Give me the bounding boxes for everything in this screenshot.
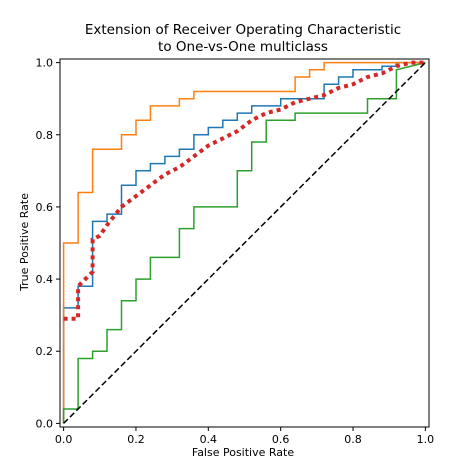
chance-diagonal-line [63, 62, 426, 424]
orange-roc-curve [62, 61, 426, 424]
y-tick-label: 0.8 [36, 129, 54, 142]
x-tick-label: 0.8 [344, 433, 362, 446]
y-tick-label: 0.4 [36, 273, 54, 286]
chart-title-line-2: to One-vs-One multiclass [158, 39, 328, 55]
x-tick-label: 0.0 [55, 433, 73, 446]
y-tick-label: 0.2 [36, 345, 54, 358]
y-tick-label: 0.6 [36, 201, 54, 214]
red-dotted-roc-curve [63, 60, 426, 321]
x-tick-label: 1.0 [417, 433, 435, 446]
plot-area [62, 60, 426, 424]
y-axis-label: True Positive Rate [18, 193, 31, 292]
blue-roc-curve [62, 61, 426, 424]
x-tick-label: 0.2 [127, 433, 145, 446]
x-tick-label: 0.4 [200, 433, 218, 446]
x-tick-label: 0.6 [272, 433, 290, 446]
y-tick-label: 0.0 [36, 417, 54, 430]
axes: 0.0 0.2 0.4 0.6 0.8 1.0 0.0 0.2 0.4 0.6 0.8 1.0 [36, 57, 435, 446]
y-tick-label: 1.0 [36, 57, 54, 70]
chart-title-line-1: Extension of Receiver Operating Characte… [85, 22, 401, 38]
plot-frame [59, 58, 430, 428]
x-axis-label: False Positive Rate [192, 446, 294, 459]
green-roc-curve [62, 61, 426, 424]
